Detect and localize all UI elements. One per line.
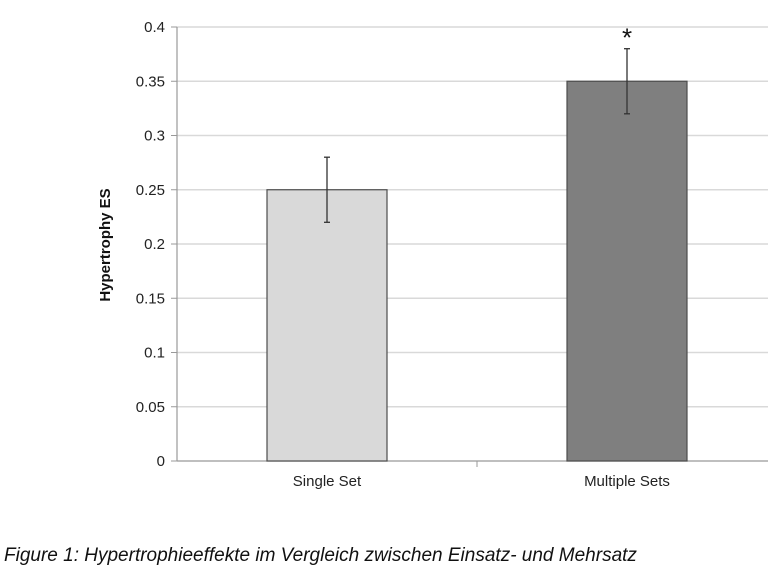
y-tick-label: 0.3 xyxy=(144,128,165,145)
x-category-label: Single Set xyxy=(293,473,362,490)
bar xyxy=(266,189,388,462)
figure-caption: Figure 1: Hypertrophieeffekte im Verglei… xyxy=(4,545,637,566)
x-category-label: Multiple Sets xyxy=(584,473,670,490)
y-tick-label: 0.2 xyxy=(144,236,165,253)
y-tick-label: 0.4 xyxy=(144,19,165,36)
y-tick-label: 0 xyxy=(157,453,165,470)
significance-marker: * xyxy=(622,23,632,53)
y-tick-label: 0.1 xyxy=(144,345,165,362)
y-axis-title: Hypertrophy ES xyxy=(97,188,114,301)
bar-chart: 0 0.05 0.1 0.15 0.2 0.25 0.3 0.35 0.4 Single Set M… xyxy=(97,19,768,490)
y-tick-label: 0.25 xyxy=(136,182,165,199)
y-tick-label: 0.05 xyxy=(136,399,165,416)
labels: 0 0.05 0.1 0.15 0.2 0.25 0.3 0.35 0.4 Single Set M… xyxy=(136,19,670,490)
bar xyxy=(566,80,688,462)
bars xyxy=(266,48,688,462)
y-tick-label: 0.15 xyxy=(136,290,165,307)
y-tick-label: 0.35 xyxy=(136,73,165,90)
